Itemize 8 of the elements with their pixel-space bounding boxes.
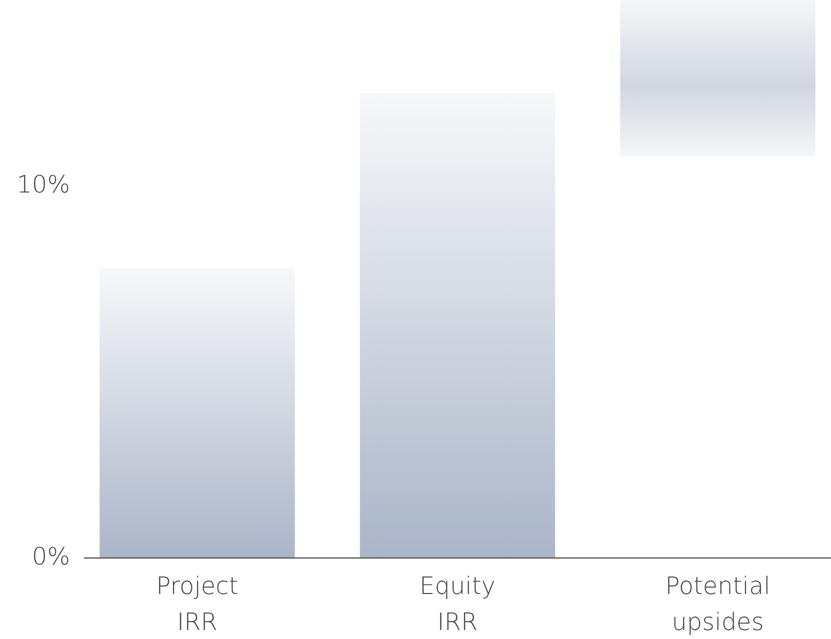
y-tick-label: 0% bbox=[32, 542, 70, 571]
x-tick-label: Project IRR bbox=[156, 572, 238, 636]
bar bbox=[360, 93, 556, 558]
bar bbox=[100, 268, 295, 558]
x-tick-label: Potential upsides bbox=[665, 572, 770, 636]
y-tick-label: 10% bbox=[16, 170, 70, 199]
bar bbox=[620, 0, 816, 156]
x-tick-label: Equity IRR bbox=[420, 572, 496, 636]
